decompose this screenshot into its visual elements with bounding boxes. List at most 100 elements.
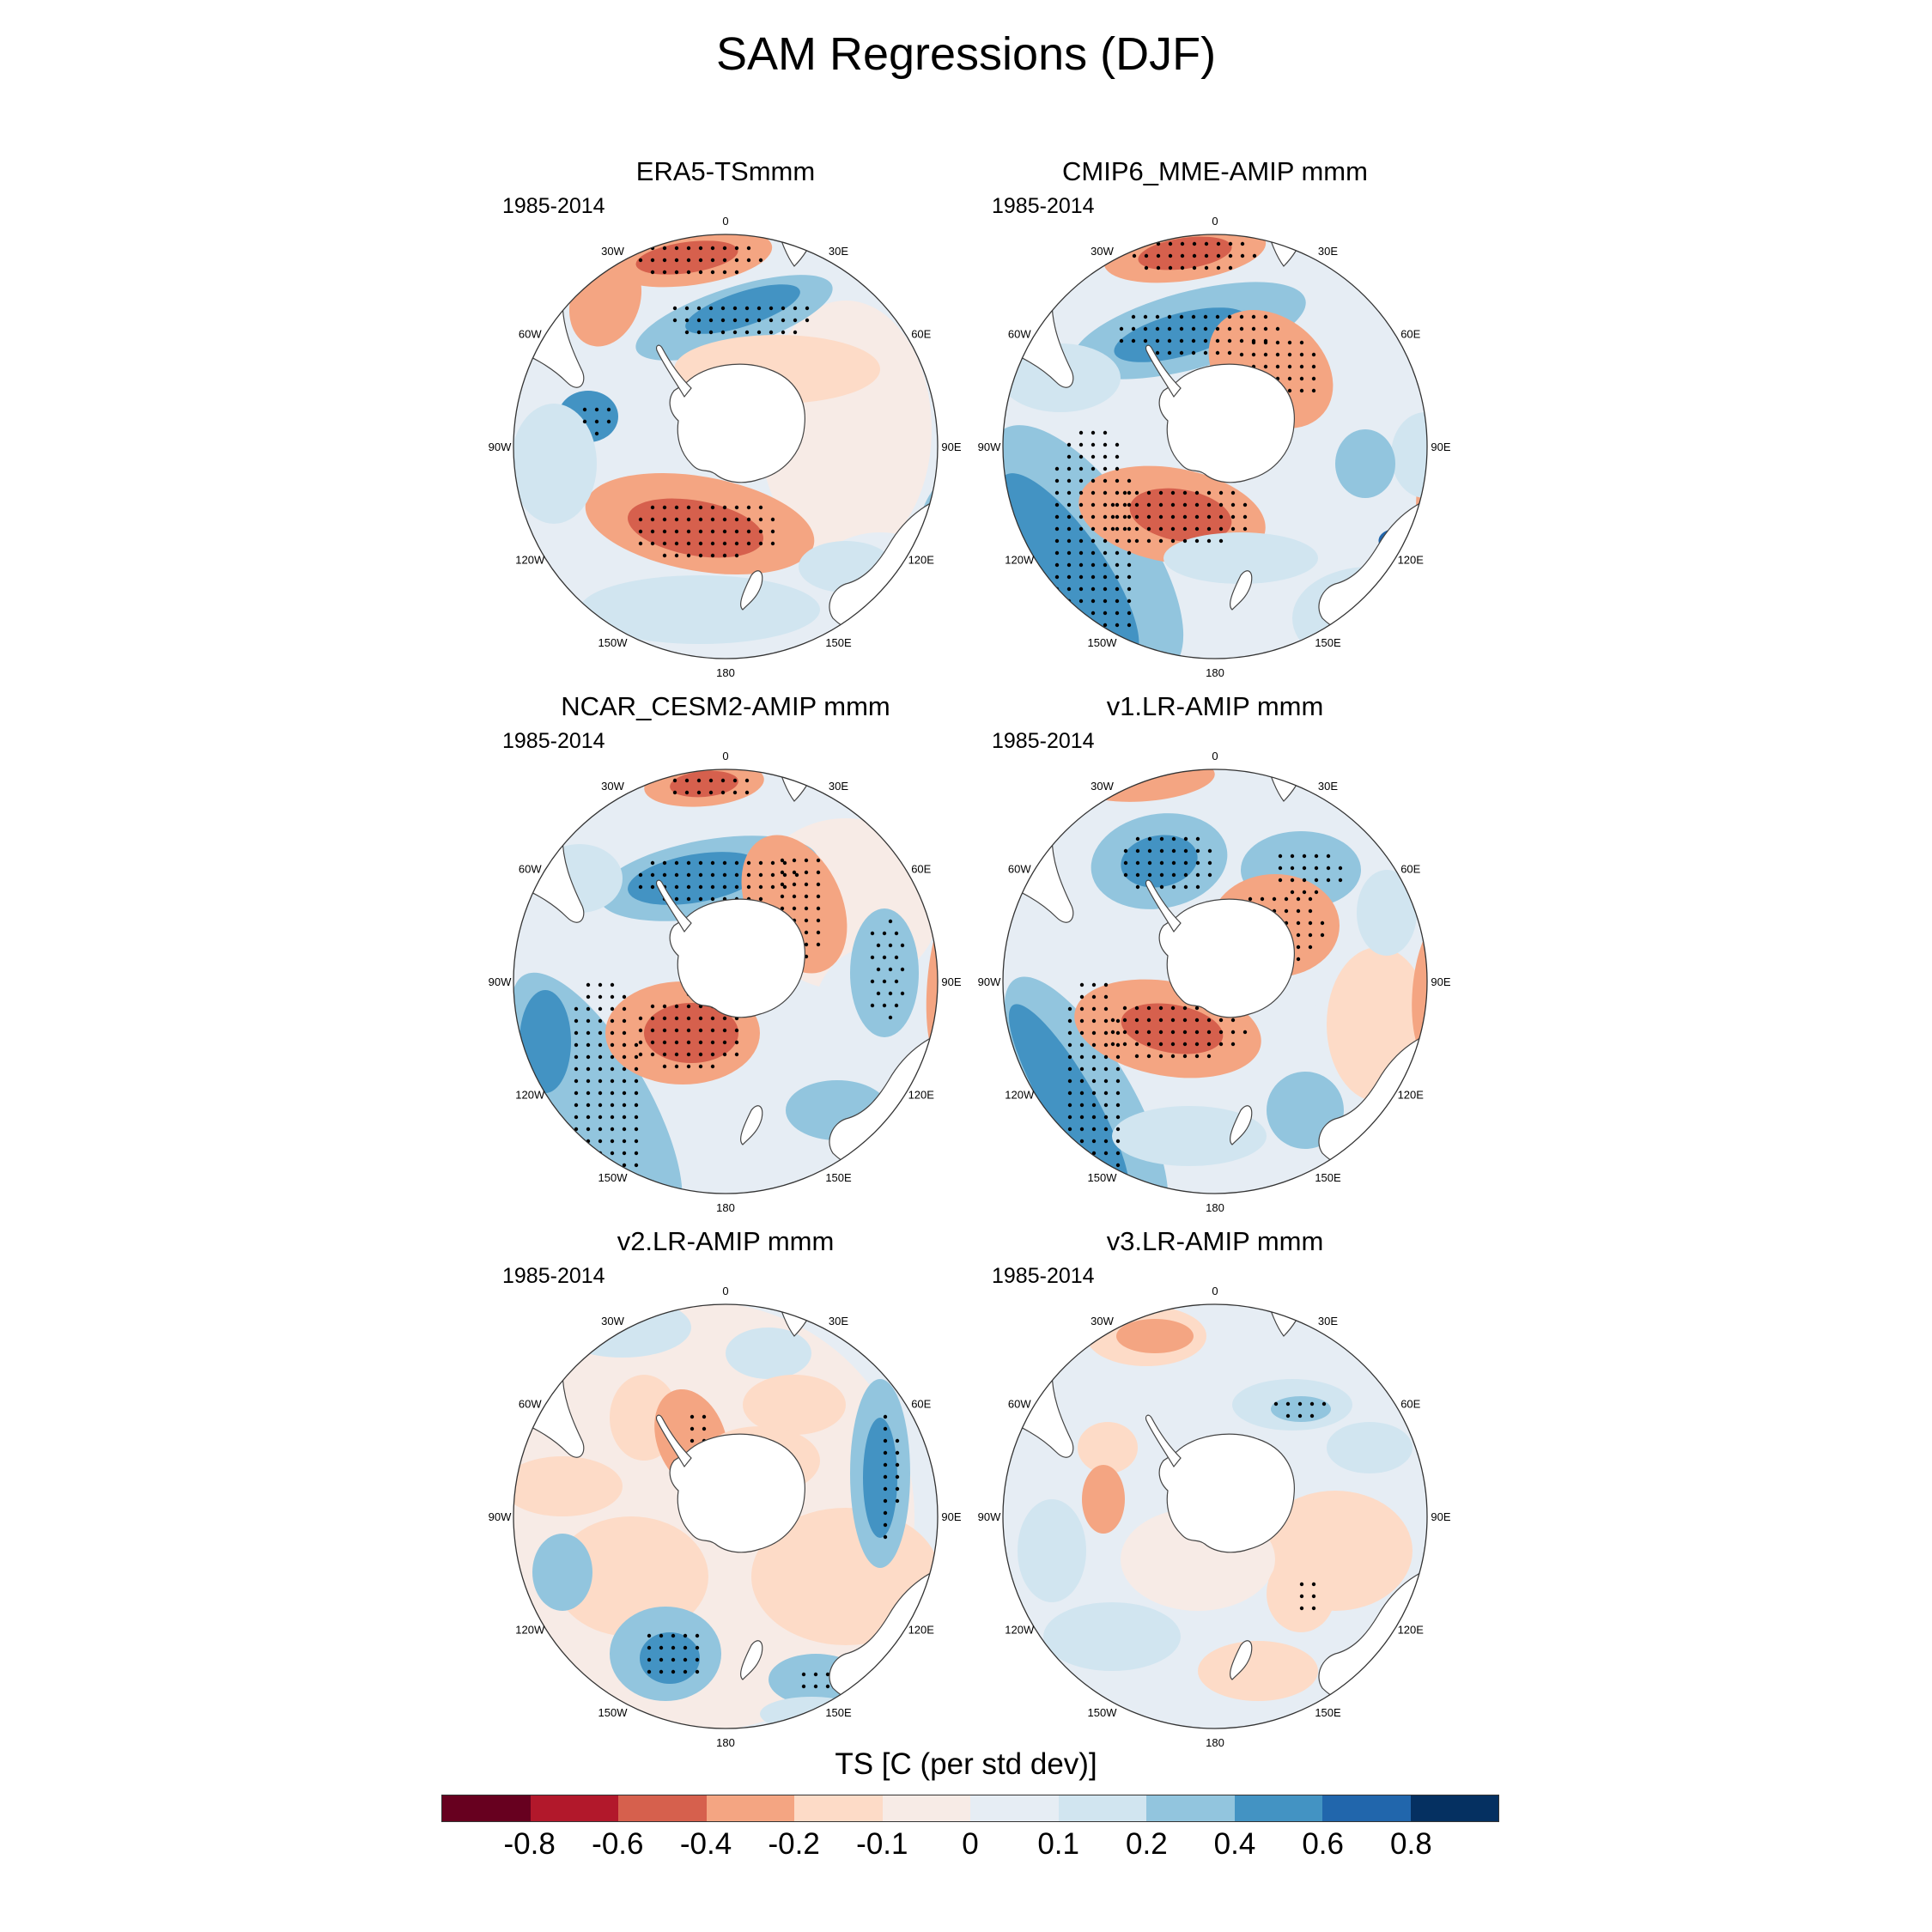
significance-dot: [1115, 611, 1120, 616]
significance-dot: [882, 931, 887, 936]
significance-dot: [686, 1016, 691, 1021]
significance-dot: [1285, 1401, 1291, 1406]
significance-dot: [1067, 1042, 1072, 1048]
significance-dot: [574, 1078, 579, 1084]
significance-dot: [1091, 430, 1096, 435]
significance-dot: [1127, 598, 1132, 604]
significance-dot: [638, 1016, 643, 1021]
significance-dot: [1168, 253, 1173, 258]
significance-dot: [1239, 326, 1244, 331]
significance-dot: [684, 330, 690, 335]
longitude-label: 60W: [1008, 1398, 1031, 1411]
significance-dot: [598, 1078, 603, 1084]
significance-dot: [734, 1040, 739, 1045]
significance-dot: [1156, 253, 1161, 258]
significance-dot: [698, 1052, 703, 1057]
significance-dot: [622, 1115, 627, 1120]
field-layer: [1003, 769, 1427, 1194]
significance-dot: [1067, 1018, 1072, 1024]
significance-dot: [816, 906, 821, 911]
significance-dot: [1227, 326, 1232, 331]
significance-dot: [650, 270, 655, 275]
significance-dot: [1191, 350, 1196, 355]
significance-dot: [1067, 1187, 1072, 1192]
significance-dot: [586, 1042, 591, 1048]
significance-dot: [684, 790, 690, 795]
significance-dot: [1134, 1030, 1139, 1035]
anomaly-region: [726, 1327, 811, 1379]
significance-dot: [1195, 860, 1200, 866]
significance-dot: [1127, 574, 1132, 580]
significance-dot: [1216, 265, 1221, 270]
significance-dot: [1127, 623, 1132, 628]
madagascar-land: [1374, 1312, 1394, 1334]
significance-dot: [674, 1052, 679, 1057]
significance-dot: [1091, 1006, 1097, 1012]
significance-dot: [1091, 550, 1096, 556]
significance-dot: [1066, 490, 1072, 495]
significance-dot: [870, 955, 875, 960]
significance-dot: [722, 270, 727, 275]
significance-dot: [1115, 1103, 1121, 1108]
longitude-label: 90W: [489, 440, 512, 453]
longitude-label: 30W: [601, 780, 624, 793]
significance-dot: [1311, 352, 1316, 357]
significance-dot: [1134, 514, 1139, 519]
significance-dot: [1115, 623, 1120, 628]
significance-dot: [622, 1066, 627, 1072]
significance-dot: [1127, 526, 1132, 532]
antarctica-land: [669, 898, 805, 1018]
significance-dot: [672, 306, 677, 311]
significance-dot: [1054, 478, 1060, 483]
significance-dot: [1067, 1151, 1072, 1156]
significance-dot: [594, 419, 599, 424]
significance-dot: [1206, 538, 1212, 544]
significance-dot: [1123, 860, 1128, 866]
significance-dot: [1228, 265, 1233, 270]
significance-dot: [1122, 1030, 1127, 1035]
significance-dot: [1054, 550, 1060, 556]
significance-dot: [1127, 550, 1132, 556]
anomaly-region: [1121, 835, 1198, 888]
significance-dot: [1182, 1005, 1188, 1011]
significance-dot: [813, 1672, 818, 1677]
significance-dot: [1103, 1127, 1109, 1132]
significance-dot: [650, 258, 655, 263]
longitude-label: 150W: [598, 636, 629, 649]
longitude-label: 120W: [1005, 1624, 1035, 1637]
significance-dot: [710, 884, 715, 890]
significance-dot: [1054, 514, 1060, 519]
significance-dot: [1207, 872, 1212, 878]
significance-dot: [1251, 326, 1256, 331]
significance-dot: [1146, 514, 1151, 519]
significance-dot: [758, 872, 763, 878]
significance-dot: [650, 529, 655, 534]
significance-dot: [1239, 314, 1244, 319]
significance-dot: [634, 1127, 639, 1132]
significance-dot: [816, 858, 821, 863]
significance-dot: [1103, 478, 1108, 483]
significance-dot: [1194, 1042, 1200, 1047]
significance-dot: [722, 1028, 727, 1033]
significance-dot: [870, 931, 875, 936]
significance-dot: [734, 872, 739, 878]
significance-dot: [1115, 454, 1120, 459]
significance-dot: [574, 1163, 579, 1168]
significance-dot: [1066, 562, 1072, 568]
significance-dot: [732, 778, 738, 783]
map-panel-v2: v2.LR-AMIP mmm 1985-2014 0 30E 60E 90E 120E 1…: [485, 1226, 966, 1757]
significance-dot: [756, 330, 762, 335]
longitude-label: 180: [716, 1736, 735, 1749]
significance-dot: [1146, 502, 1151, 507]
longitude-label: 60E: [1400, 863, 1420, 876]
significance-dot: [702, 1426, 707, 1431]
significance-dot: [674, 896, 679, 902]
significance-dot: [1103, 442, 1108, 447]
longitude-label: 90E: [1431, 1510, 1450, 1523]
significance-dot: [883, 1510, 888, 1516]
significance-dot: [1311, 1582, 1316, 1587]
significance-dot: [1103, 1018, 1109, 1024]
significance-dot: [1115, 538, 1120, 544]
significance-dot: [598, 1103, 603, 1108]
significance-dot: [1103, 1078, 1109, 1084]
